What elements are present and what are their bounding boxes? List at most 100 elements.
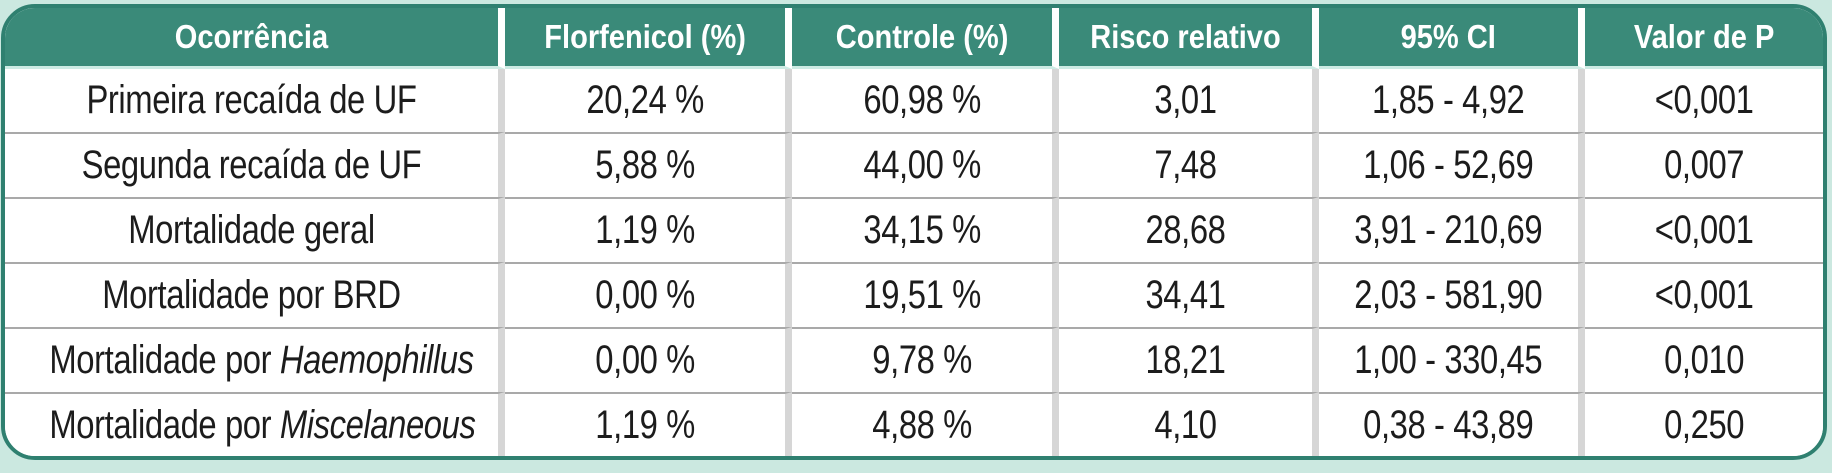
cell-text: 34,15 % — [863, 208, 982, 252]
cell-text: 4,10 — [1154, 403, 1218, 447]
occurrence-prefix: Mortalidade geral — [128, 208, 375, 252]
cell-text: 0,250 — [1663, 403, 1744, 447]
results-table-card: Ocorrência Florfenicol (%) Controle (%) … — [1, 4, 1827, 460]
table-row: Mortalidade geral 1,19 % 34,15 % 28,68 3… — [5, 197, 1823, 262]
cell-text: Segunda recaída de UF — [49, 143, 453, 188]
cell-text: 44,00 % — [863, 143, 982, 187]
occurrence-prefix: Primeira recaída de UF — [86, 78, 417, 122]
cell-valor-p: <0,001 — [1584, 69, 1823, 132]
column-header-florfenicol: Florfenicol (%) — [504, 8, 793, 69]
cell-florfenicol: 20,24 % — [504, 69, 793, 132]
cell-text: 0,00 % — [595, 338, 695, 382]
cell-controle: 60,98 % — [792, 69, 1060, 132]
cell-text: 1,19 % — [595, 403, 695, 447]
cell-florfenicol: 1,19 % — [504, 197, 793, 262]
cell-text: Mortalidade por Miscelaneous — [49, 403, 476, 448]
cell-valor-p: 0,010 — [1584, 327, 1823, 392]
cell-95-ci: 3,91 - 210,69 — [1319, 197, 1585, 262]
cell-text: 28,68 — [1145, 208, 1226, 252]
occurrence-prefix: Mortalidade por BRD — [102, 273, 401, 317]
cell-risco-relativo: 28,68 — [1059, 197, 1320, 262]
cell-florfenicol: 0,00 % — [504, 327, 793, 392]
cell-occurrence: Mortalidade geral — [5, 197, 505, 262]
cell-text: 7,48 — [1154, 143, 1218, 187]
column-header-label: Risco relativo — [1090, 18, 1282, 55]
column-header-95-ci: 95% CI — [1319, 8, 1585, 69]
cell-occurrence: Mortalidade por BRD — [5, 262, 505, 327]
table-row: Mortalidade por Haemophillus 0,00 % 9,78… — [5, 327, 1823, 392]
cell-risco-relativo: 4,10 — [1059, 392, 1320, 456]
cell-florfenicol: 0,00 % — [504, 262, 793, 327]
cell-occurrence: Mortalidade por Haemophillus — [5, 327, 505, 392]
cell-occurrence: Mortalidade por Miscelaneous — [5, 392, 505, 456]
cell-risco-relativo: 18,21 — [1059, 327, 1320, 392]
cell-95-ci: 1,06 - 52,69 — [1319, 132, 1585, 197]
cell-95-ci: 1,00 - 330,45 — [1319, 327, 1585, 392]
column-header-ocorrencia: Ocorrência — [5, 8, 505, 69]
cell-text: <0,001 — [1654, 208, 1754, 252]
occurrence-italic: Miscelaneous — [279, 403, 476, 447]
cell-text: Mortalidade por BRD — [49, 273, 453, 318]
cell-controle: 4,88 % — [792, 392, 1060, 456]
header-row: Ocorrência Florfenicol (%) Controle (%) … — [5, 8, 1823, 69]
cell-risco-relativo: 34,41 — [1059, 262, 1320, 327]
cell-text: 18,21 — [1145, 338, 1226, 382]
table-row: Mortalidade por BRD 0,00 % 19,51 % 34,41… — [5, 262, 1823, 327]
cell-risco-relativo: 7,48 — [1059, 132, 1320, 197]
cell-text: 1,85 - 4,92 — [1372, 78, 1525, 122]
cell-text: 9,78 % — [872, 338, 973, 382]
cell-text: 4,88 % — [872, 403, 973, 447]
cell-text: <0,001 — [1654, 78, 1754, 122]
cell-text: <0,001 — [1654, 273, 1754, 317]
cell-controle: 9,78 % — [792, 327, 1060, 392]
cell-valor-p: <0,001 — [1584, 197, 1823, 262]
cell-text: 2,03 - 581,90 — [1354, 273, 1543, 317]
cell-95-ci: 1,85 - 4,92 — [1319, 69, 1585, 132]
cell-valor-p: <0,001 — [1584, 262, 1823, 327]
occurrence-italic: Haemophillus — [279, 338, 474, 382]
cell-controle: 44,00 % — [792, 132, 1060, 197]
cell-risco-relativo: 3,01 — [1059, 69, 1320, 132]
occurrence-prefix: Mortalidade por — [49, 338, 280, 382]
cell-text: 1,06 - 52,69 — [1363, 143, 1535, 187]
cell-occurrence: Segunda recaída de UF — [5, 132, 505, 197]
cell-text: 3,91 - 210,69 — [1354, 208, 1543, 252]
cell-text: 1,19 % — [595, 208, 695, 252]
column-header-label: Controle (%) — [835, 18, 1009, 55]
column-header-label: Florfenicol (%) — [544, 18, 746, 55]
cell-text: 0,010 — [1663, 338, 1744, 382]
cell-95-ci: 0,38 - 43,89 — [1319, 392, 1585, 456]
cell-text: 0,00 % — [595, 273, 695, 317]
cell-controle: 34,15 % — [792, 197, 1060, 262]
cell-text: Mortalidade por Haemophillus — [49, 338, 474, 383]
cell-text: 1,00 - 330,45 — [1354, 338, 1543, 382]
cell-text: Primeira recaída de UF — [49, 78, 453, 123]
cell-text: 20,24 % — [586, 78, 704, 122]
cell-text: 60,98 % — [863, 78, 982, 122]
column-header-risco-relativo: Risco relativo — [1059, 8, 1320, 69]
table-row: Segunda recaída de UF 5,88 % 44,00 % 7,4… — [5, 132, 1823, 197]
cell-text: 0,007 — [1663, 143, 1744, 187]
occurrence-prefix: Mortalidade por — [49, 403, 280, 447]
cell-text: 0,38 - 43,89 — [1363, 403, 1535, 447]
cell-95-ci: 2,03 - 581,90 — [1319, 262, 1585, 327]
column-header-label: 95% CI — [1400, 18, 1497, 55]
cell-occurrence: Primeira recaída de UF — [5, 69, 505, 132]
cell-florfenicol: 1,19 % — [504, 392, 793, 456]
table-row: Mortalidade por Miscelaneous 1,19 % 4,88… — [5, 392, 1823, 456]
cell-text: 5,88 % — [595, 143, 695, 187]
cell-valor-p: 0,007 — [1584, 132, 1823, 197]
column-header-controle: Controle (%) — [792, 8, 1060, 69]
occurrence-prefix: Segunda recaída de UF — [81, 143, 422, 187]
cell-text: Mortalidade geral — [49, 208, 453, 253]
column-header-valor-de-p: Valor de P — [1584, 8, 1823, 69]
table-row: Primeira recaída de UF 20,24 % 60,98 % 3… — [5, 69, 1823, 132]
column-header-label: Valor de P — [1633, 18, 1775, 55]
cell-valor-p: 0,250 — [1584, 392, 1823, 456]
cell-text: 34,41 — [1145, 273, 1226, 317]
cell-text: 19,51 % — [863, 273, 982, 317]
cell-controle: 19,51 % — [792, 262, 1060, 327]
results-table: Ocorrência Florfenicol (%) Controle (%) … — [5, 8, 1823, 456]
cell-florfenicol: 5,88 % — [504, 132, 793, 197]
column-header-label: Ocorrência — [174, 18, 329, 55]
